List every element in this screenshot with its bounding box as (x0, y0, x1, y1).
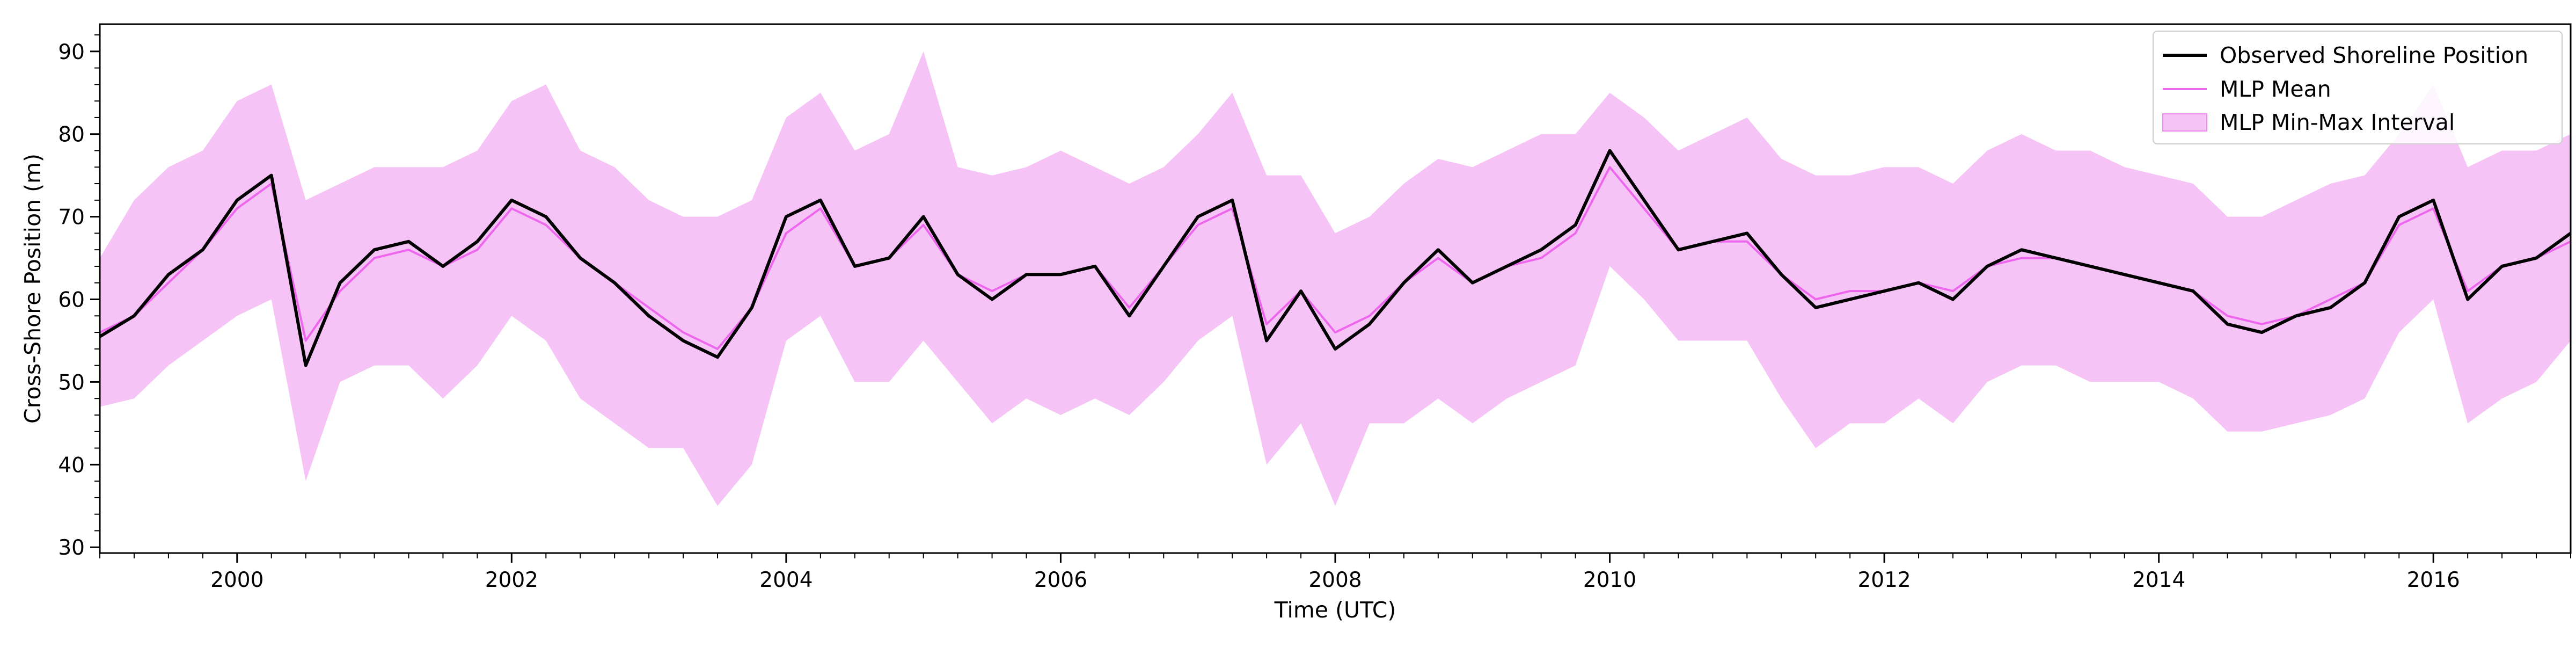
y-tick-label: 80 (58, 123, 85, 147)
x-tick-label: 2006 (1034, 568, 1087, 592)
x-tick-label: 2000 (210, 568, 264, 592)
legend-label-band: MLP Min-Max Interval (2220, 110, 2455, 135)
y-tick-label: 30 (58, 536, 85, 560)
legend-label-observed: Observed Shoreline Position (2220, 42, 2528, 68)
legend-swatch-band (2162, 113, 2207, 132)
y-axis-title: Cross-Shore Position (m) (20, 154, 46, 424)
observed-shoreline-line (99, 149, 2572, 367)
y-tick-label: 90 (58, 40, 85, 64)
plot-area (99, 51, 2572, 506)
x-tick-label: 2002 (485, 568, 538, 592)
x-tick-label: 2004 (759, 568, 813, 592)
x-tick-label: 2010 (1583, 568, 1636, 592)
y-tick-label: 60 (58, 288, 85, 312)
x-tick-label: 2016 (2407, 568, 2460, 592)
y-axis-ticks: 30 40 50 60 70 80 90 (58, 34, 100, 560)
y-tick-label: 50 (58, 370, 85, 395)
plot-frame (99, 23, 2572, 554)
x-tick-label: 2008 (1308, 568, 1362, 592)
legend: Observed Shoreline Position MLP Mean MLP… (2153, 31, 2563, 144)
x-tick-label: 2014 (2132, 568, 2185, 592)
x-axis-ticks: 2000 2002 2004 2006 2008 2010 2012 2014 2016 (99, 553, 2571, 592)
legend-label-mean: MLP Mean (2220, 76, 2331, 102)
legend-box (2153, 31, 2563, 144)
y-tick-label: 40 (58, 453, 85, 477)
x-axis-title: Time (UTC) (1274, 597, 1396, 623)
x-tick-label: 2012 (1857, 568, 1911, 592)
y-tick-label: 70 (58, 206, 85, 230)
mlp-min-max-band (100, 51, 2571, 506)
